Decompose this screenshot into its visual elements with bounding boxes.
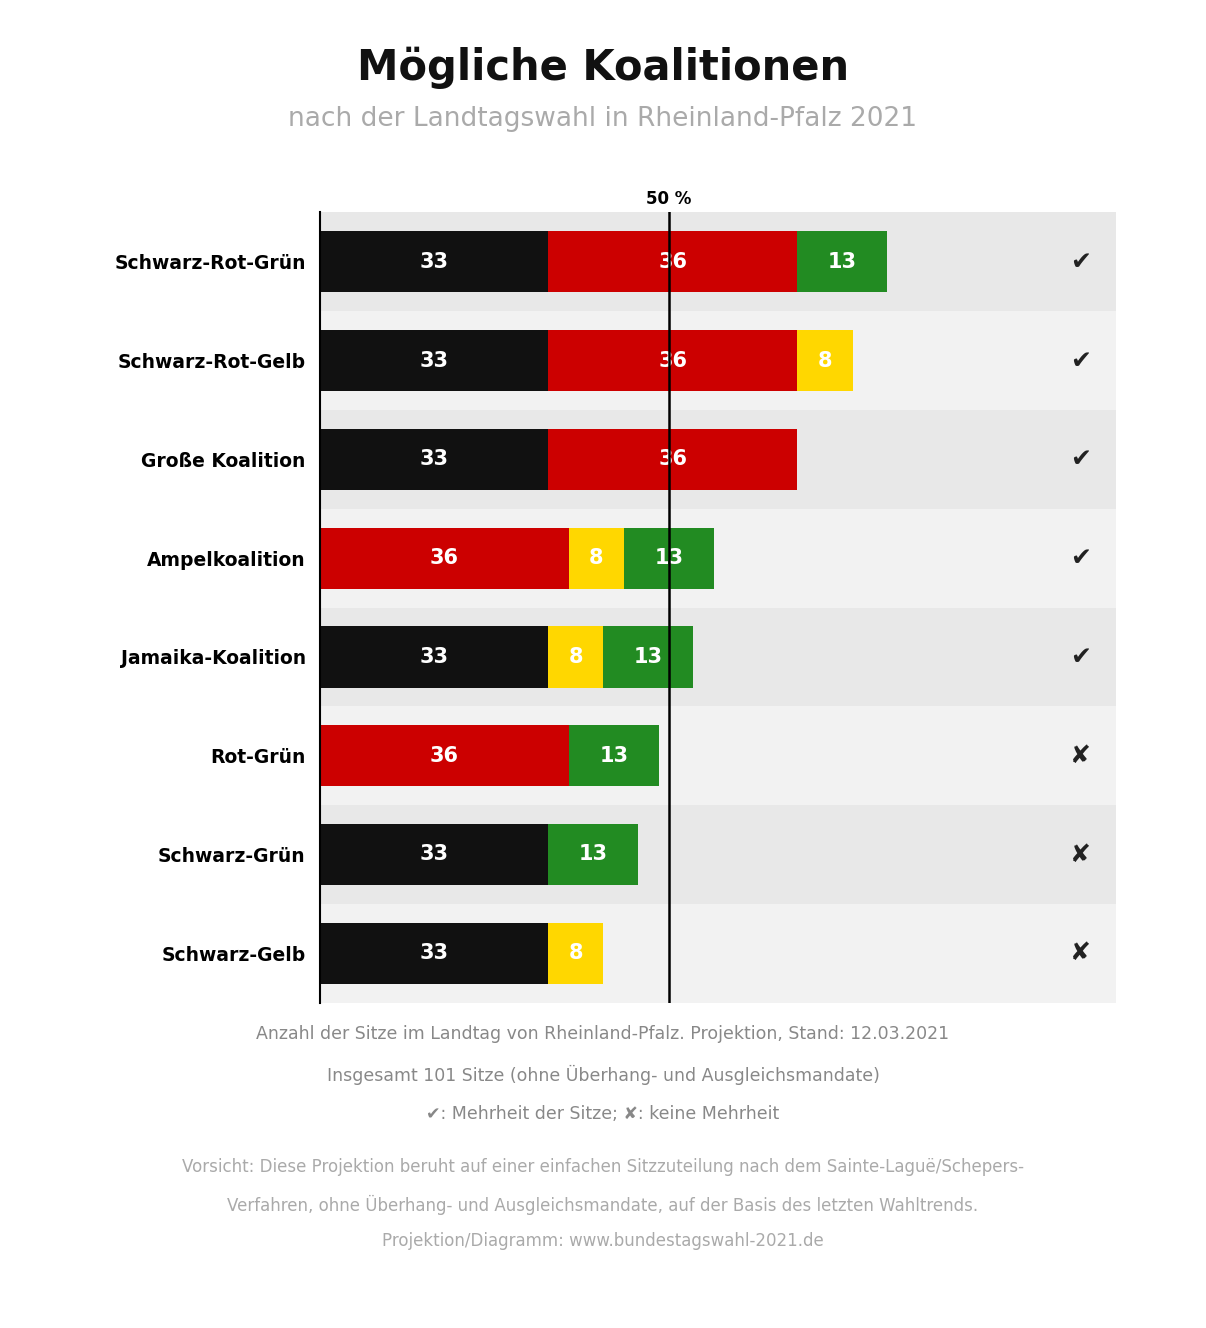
Text: Verfahren, ohne Überhang- und Ausgleichsmandate, auf der Basis des letzten Wahlt: Verfahren, ohne Überhang- und Ausgleichs…	[228, 1195, 978, 1215]
Text: 33: 33	[420, 647, 449, 667]
Text: ✔: ✔	[1071, 250, 1091, 274]
Text: ✔: ✔	[1071, 645, 1091, 669]
Text: 13: 13	[599, 746, 628, 766]
Bar	[320, 410, 1116, 509]
Text: 8: 8	[568, 647, 582, 667]
Bar	[320, 904, 1116, 1003]
Bar	[797, 331, 853, 392]
Text: ✘: ✘	[1071, 744, 1091, 768]
Bar	[320, 527, 569, 588]
Text: 33: 33	[420, 943, 449, 963]
Text: 33: 33	[420, 449, 449, 469]
Text: 50 %: 50 %	[646, 190, 692, 207]
Bar	[548, 331, 797, 392]
Text: Mögliche Koalitionen: Mögliche Koalitionen	[357, 46, 849, 89]
Text: 13: 13	[579, 845, 608, 865]
Bar	[320, 429, 548, 490]
Bar	[320, 212, 1116, 311]
Text: ✘: ✘	[1071, 942, 1091, 965]
Text: ✔: Mehrheit der Sitze; ✘: keine Mehrheit: ✔: Mehrheit der Sitze; ✘: keine Mehrheit	[427, 1105, 779, 1123]
Text: nach der Landtagswahl in Rheinland-Pfalz 2021: nach der Landtagswahl in Rheinland-Pfalz…	[288, 106, 918, 133]
Bar	[548, 823, 638, 884]
Text: 13: 13	[827, 252, 856, 272]
Text: 33: 33	[420, 351, 449, 371]
Text: ✘: ✘	[1071, 842, 1091, 866]
Bar	[320, 923, 548, 984]
Text: ✔: ✔	[1071, 448, 1091, 471]
Text: Vorsicht: Diese Projektion beruht auf einer einfachen Sitzzuteilung nach dem Sai: Vorsicht: Diese Projektion beruht auf ei…	[182, 1158, 1024, 1177]
Text: 13: 13	[634, 647, 663, 667]
Text: 8: 8	[818, 351, 832, 371]
Bar	[320, 608, 1116, 706]
Bar	[320, 311, 1116, 410]
Text: ✔: ✔	[1071, 546, 1091, 570]
Bar	[603, 627, 693, 688]
Text: 8: 8	[590, 548, 604, 568]
Bar	[625, 527, 714, 588]
Bar	[569, 527, 625, 588]
Bar	[797, 231, 888, 292]
Bar	[320, 627, 548, 688]
Bar	[320, 805, 1116, 904]
Bar	[320, 231, 548, 292]
Text: 13: 13	[655, 548, 684, 568]
Text: Projektion/Diagramm: www.bundestagswahl-2021.de: Projektion/Diagramm: www.bundestagswahl-…	[382, 1232, 824, 1251]
Text: 8: 8	[568, 943, 582, 963]
Bar	[548, 429, 797, 490]
Bar	[320, 725, 569, 786]
Bar	[548, 627, 603, 688]
Text: 36: 36	[658, 449, 687, 469]
Bar	[320, 509, 1116, 607]
Bar	[548, 231, 797, 292]
Bar	[320, 331, 548, 392]
Bar	[569, 725, 658, 786]
Text: Insgesamt 101 Sitze (ohne Überhang- und Ausgleichsmandate): Insgesamt 101 Sitze (ohne Überhang- und …	[327, 1065, 879, 1085]
Text: 36: 36	[658, 252, 687, 272]
Text: Anzahl der Sitze im Landtag von Rheinland-Pfalz. Projektion, Stand: 12.03.2021: Anzahl der Sitze im Landtag von Rheinlan…	[257, 1025, 949, 1044]
Text: ✔: ✔	[1071, 349, 1091, 373]
Text: 33: 33	[420, 845, 449, 865]
Bar	[548, 923, 603, 984]
Text: 36: 36	[429, 548, 458, 568]
Bar	[320, 706, 1116, 805]
Text: 36: 36	[429, 746, 458, 766]
Text: 33: 33	[420, 252, 449, 272]
Bar	[320, 823, 548, 884]
Text: 36: 36	[658, 351, 687, 371]
